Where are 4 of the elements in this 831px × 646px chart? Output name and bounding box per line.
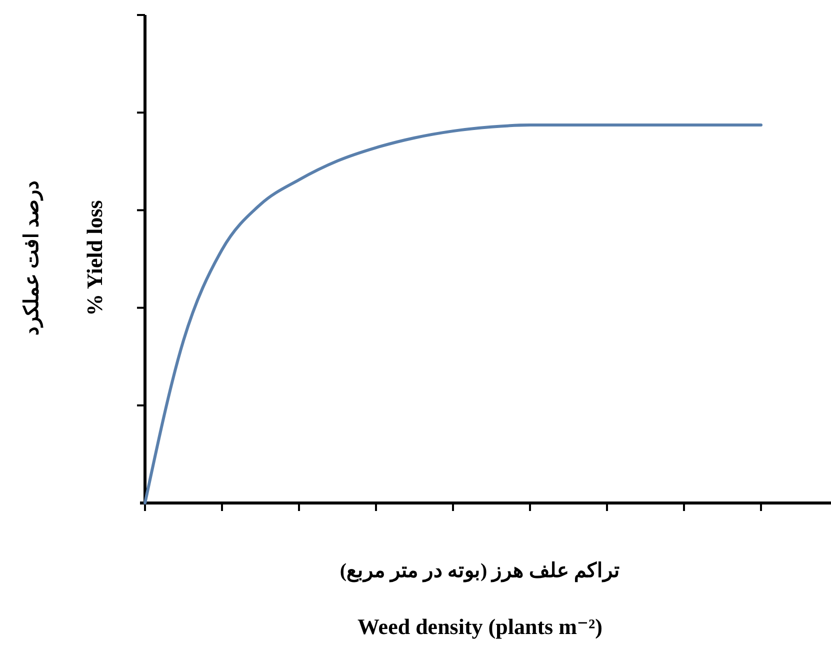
x-axis-title: تراکم علف هرز (بوته در متر مربع) xyxy=(340,560,620,583)
text: Weed density (plants m⁻²) xyxy=(358,614,602,639)
y-axis-title: % Yield loss xyxy=(82,200,107,316)
text: درصد افت عملکرد xyxy=(21,180,44,336)
